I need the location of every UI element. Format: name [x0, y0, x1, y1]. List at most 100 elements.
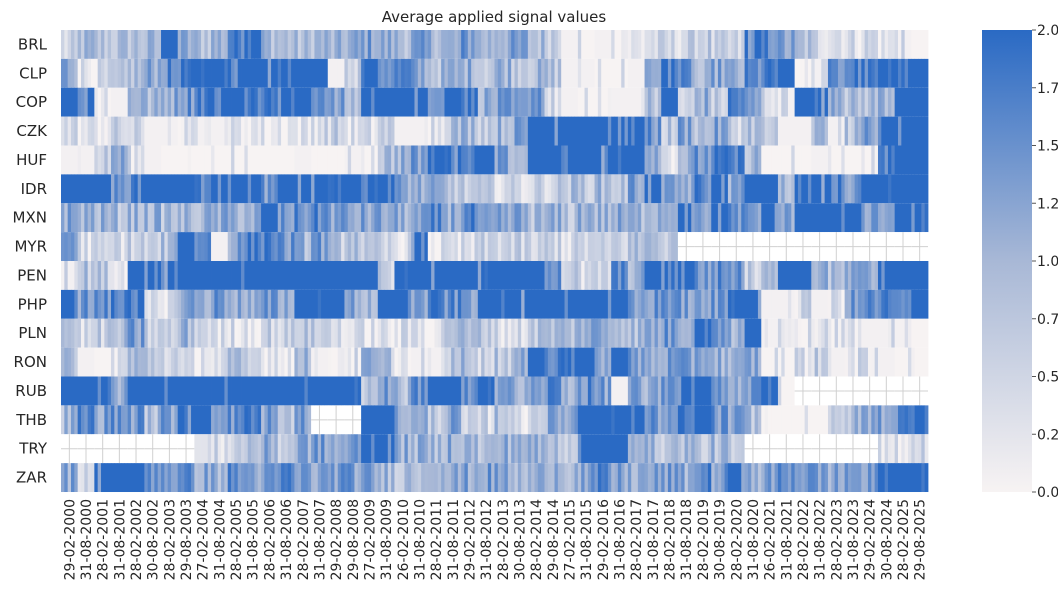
heatmap-cell	[61, 405, 78, 434]
heatmap-stripe	[535, 377, 539, 406]
heatmap-stripe	[208, 405, 212, 434]
heatmap-stripe	[218, 59, 222, 88]
heatmap-stripe	[71, 203, 75, 232]
heatmap-stripe	[458, 261, 462, 290]
heatmap-stripe	[715, 434, 719, 463]
heatmap-stripe	[838, 30, 842, 59]
heatmap-cell	[611, 232, 628, 261]
heatmap-stripe	[118, 261, 122, 290]
heatmap-stripe	[314, 30, 318, 59]
heatmap-stripe	[254, 88, 258, 117]
heatmap-stripe	[424, 146, 428, 175]
x-tick-label: 28-02-2006	[262, 499, 278, 580]
heatmap-stripe	[525, 290, 529, 319]
x-tick-label: 29-02-2008	[329, 499, 345, 580]
heatmap-cell	[895, 146, 912, 175]
heatmap-cell	[411, 30, 428, 59]
heatmap-cell	[211, 117, 228, 146]
heatmap-stripe	[518, 463, 522, 492]
heatmap-stripe	[518, 117, 522, 146]
heatmap-cell	[211, 261, 228, 290]
heatmap-stripe	[174, 174, 178, 203]
heatmap-stripe	[448, 290, 452, 319]
heatmap-stripe	[611, 232, 615, 261]
heatmap-stripe	[184, 88, 188, 117]
heatmap-cell	[244, 377, 261, 406]
heatmap-stripe	[394, 232, 398, 261]
heatmap-stripe	[454, 348, 458, 377]
heatmap-stripe	[381, 59, 385, 88]
heatmap-stripe	[581, 232, 585, 261]
heatmap-stripe	[845, 88, 849, 117]
heatmap-stripe	[424, 348, 428, 377]
heatmap-stripe	[695, 377, 699, 406]
heatmap-stripe	[711, 348, 715, 377]
heatmap-stripe	[545, 405, 549, 434]
heatmap-stripe	[818, 174, 822, 203]
heatmap-stripe	[338, 377, 342, 406]
heatmap-stripe	[224, 146, 228, 175]
heatmap-stripe	[214, 405, 218, 434]
heatmap-stripe	[881, 290, 885, 319]
heatmap-stripe	[608, 348, 612, 377]
heatmap-cell	[495, 59, 512, 88]
heatmap-stripe	[438, 146, 442, 175]
heatmap-cell	[311, 463, 328, 492]
heatmap-stripe	[698, 30, 702, 59]
heatmap-stripe	[444, 261, 448, 290]
heatmap-stripe	[898, 146, 902, 175]
heatmap-stripe	[515, 463, 519, 492]
heatmap-stripe	[635, 232, 639, 261]
heatmap-stripe	[738, 146, 742, 175]
heatmap-stripe	[358, 146, 362, 175]
heatmap-cell	[828, 405, 845, 434]
heatmap-stripe	[655, 30, 659, 59]
heatmap-stripe	[278, 146, 282, 175]
heatmap-cell	[745, 261, 762, 290]
heatmap-stripe	[718, 377, 722, 406]
heatmap-stripe	[898, 174, 902, 203]
heatmap-stripe	[518, 30, 522, 59]
heatmap-stripe	[224, 117, 228, 146]
heatmap-stripe	[495, 117, 499, 146]
heatmap-stripe	[841, 463, 845, 492]
heatmap-stripe	[518, 261, 522, 290]
heatmap-stripe	[595, 88, 599, 117]
heatmap-stripe	[311, 290, 315, 319]
heatmap-stripe	[505, 203, 509, 232]
heatmap-stripe	[441, 377, 445, 406]
heatmap-stripe	[321, 59, 325, 88]
heatmap-stripe	[588, 30, 592, 59]
heatmap-stripe	[658, 117, 662, 146]
heatmap-cell	[578, 174, 595, 203]
heatmap-stripe	[284, 146, 288, 175]
heatmap-stripe	[231, 117, 235, 146]
heatmap-stripe	[458, 117, 462, 146]
heatmap-cell	[611, 59, 628, 88]
heatmap-stripe	[761, 319, 765, 348]
heatmap-stripe	[378, 377, 382, 406]
heatmap-cell	[144, 290, 161, 319]
heatmap-stripe	[681, 146, 685, 175]
heatmap-stripe	[431, 146, 435, 175]
heatmap-stripe	[274, 232, 278, 261]
heatmap-stripe	[875, 290, 879, 319]
heatmap-stripe	[641, 117, 645, 146]
heatmap-stripe	[408, 463, 412, 492]
heatmap-stripe	[808, 463, 812, 492]
heatmap-stripe	[101, 117, 105, 146]
heatmap-cell	[411, 348, 428, 377]
heatmap-stripe	[698, 405, 702, 434]
heatmap-stripe	[451, 30, 455, 59]
heatmap-stripe	[171, 88, 175, 117]
heatmap-stripe	[505, 434, 509, 463]
heatmap-stripe	[778, 377, 782, 406]
heatmap-stripe	[841, 290, 845, 319]
heatmap-stripe	[448, 463, 452, 492]
heatmap-stripe	[568, 30, 572, 59]
heatmap-stripe	[511, 290, 515, 319]
heatmap-stripe	[131, 319, 135, 348]
heatmap-stripe	[138, 88, 142, 117]
heatmap-stripe	[448, 146, 452, 175]
heatmap-stripe	[565, 203, 569, 232]
